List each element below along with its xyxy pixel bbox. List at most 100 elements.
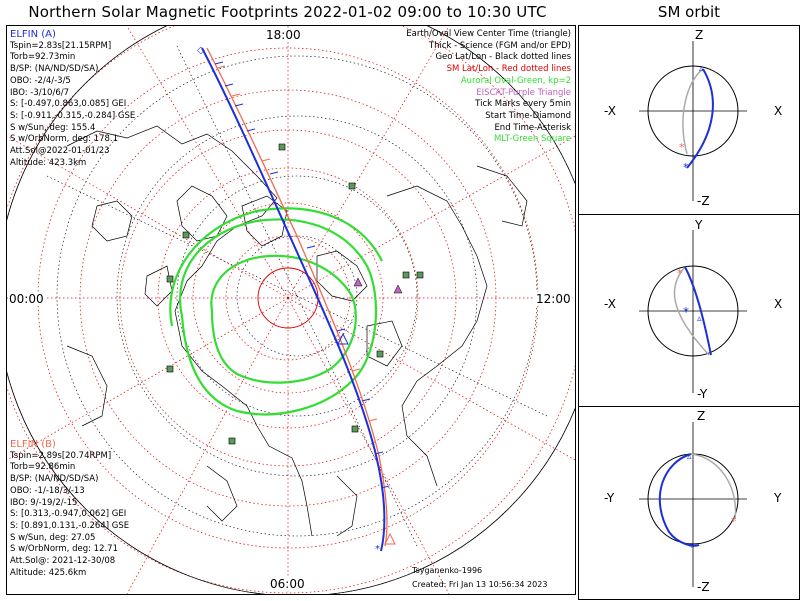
- elfin-b-line: Torb=92.86min: [10, 462, 76, 473]
- mlt-square: [166, 365, 174, 373]
- sm-orbit-panel-xz: ▵ * * Z -Z -X X: [578, 25, 800, 215]
- elfin-a-ticks: [214, 61, 390, 489]
- elfin-a-line: S: [-0.911,-0.315,-0.284] GSE: [10, 110, 136, 121]
- svg-text:*: *: [683, 161, 689, 174]
- elfin-a-line: IBO: -3/10/6/7: [10, 87, 69, 98]
- elfin-a-line: Altitude: 423.3km: [10, 157, 87, 168]
- sm-orbit-title: SM orbit: [657, 3, 721, 21]
- sm-grid: [7, 26, 575, 594]
- axis-label-top: Z: [697, 409, 706, 423]
- svg-text:*: *: [731, 515, 737, 528]
- elfin-a-line: Torb=92.73min: [10, 52, 76, 63]
- hour-label-right: 12:00: [535, 292, 572, 306]
- mlt-square: [376, 350, 384, 358]
- elfin-b-name: ELFIN (B): [10, 439, 56, 450]
- elfin-b-line: S: [0.313,-0.947,0.062] GEI: [10, 509, 127, 520]
- elfin-b-line: S: [0.891,0.131,-0.264] GSE: [10, 520, 130, 531]
- axis-label-right: X: [774, 104, 783, 118]
- coastlines: [66, 125, 528, 537]
- axis-label-left: -X: [604, 297, 616, 311]
- elfin-b-line: Att.Sol@: 2021-12-30/08: [10, 556, 116, 567]
- mlt-square: [351, 425, 359, 433]
- legend-item: End Time-Asterisk: [494, 122, 571, 133]
- elfin-a-line: S w/Sun, deg: 155.4: [10, 122, 96, 133]
- sm-orbit-panel-xy: * * ▵ Y -Y -X X: [578, 214, 800, 407]
- elfin-b-center-triangle: [384, 532, 396, 545]
- created-credit: Created: Fri Jan 13 10:56:34 2023: [412, 580, 548, 589]
- mlt-square: [416, 271, 424, 279]
- elfin-b-line: B/SP: (NA/ND/SD/SA): [10, 474, 99, 485]
- footprint-map: ◇ *: [7, 26, 575, 594]
- axis-label-right: Y: [774, 491, 782, 505]
- axis-label-right: X: [774, 297, 783, 311]
- elfin-b-line: S w/Sun, deg: 27.05: [10, 532, 96, 543]
- svg-text:*: *: [679, 141, 685, 154]
- axis-label-top: Y: [695, 218, 703, 232]
- axis-label-left: -Y: [604, 491, 615, 505]
- legend-item: SM Lat/Lon - Red dotted lines: [446, 64, 571, 75]
- legend-item: Tick Marks every 5min: [475, 99, 571, 110]
- mlt-square: [166, 275, 174, 283]
- hour-label-left: 00:00: [8, 292, 45, 306]
- elfin-a-name: ELFIN (A): [10, 29, 56, 40]
- elfin-a-start-diamond: ◇: [197, 45, 205, 56]
- legend-item: Auroral Oval-Green, kp=2: [460, 75, 571, 86]
- elfin-a-info: ELFIN (A) Tspin=2.83s[21.15RPM] Torb=92.…: [10, 29, 135, 169]
- mlt-square: [228, 437, 236, 445]
- mlt-square: [182, 231, 190, 239]
- elfin-b-line: IBO: 9/-19/2/-15: [10, 497, 78, 508]
- plot-title: Northern Solar Magnetic Footprints 2022-…: [28, 3, 547, 21]
- elfin-b-line: Altitude: 425.6km: [10, 567, 87, 578]
- axis-label-bottom: -Z: [697, 580, 710, 594]
- axis-label-left: -X: [604, 104, 616, 118]
- eiscat-triangle: [353, 277, 363, 287]
- legend-item: EISCAT-Purple Triangle: [476, 87, 571, 98]
- svg-text:▵: ▵: [687, 452, 692, 462]
- axis-label-bottom: -Z: [697, 194, 710, 208]
- elfin-a-track: ◇ *: [197, 45, 390, 555]
- legend-item: Earth/Oval View Center Time (triangle): [406, 29, 571, 39]
- legend-item: Thick - Science (FGM and/or EPD): [428, 40, 571, 51]
- elfin-b-line: OBO: -1/-18/3/-13: [10, 485, 85, 496]
- svg-text:*: *: [683, 305, 689, 319]
- map-grid: ◇ *: [7, 26, 575, 594]
- elfin-b-ticks: [216, 65, 378, 422]
- svg-text:▵: ▵: [697, 314, 702, 324]
- sm-orbit-panel-yz: ▵ * * Z -Z -Y Y: [578, 406, 800, 600]
- svg-text:▵: ▵: [699, 64, 704, 74]
- elfin-b-track: [206, 47, 396, 547]
- elfin-a-line: Att.Sol@2022-01-01/23: [10, 146, 110, 157]
- mlt-square: [402, 271, 410, 279]
- mlt-square: [348, 182, 356, 190]
- mlt-square: [278, 143, 286, 151]
- elfin-a-line: OBO: -2/4/-3/5: [10, 75, 71, 86]
- sm-orbit-yz-plot: ▵ * *: [639, 422, 747, 587]
- svg-text:*: *: [677, 267, 683, 280]
- svg-text:*: *: [689, 541, 695, 554]
- elfin-b-line: Tspin=2.89s[20.74RPM]: [10, 450, 112, 461]
- elfin-a-end-asterisk: *: [375, 544, 380, 555]
- auroral-oval: [169, 207, 383, 416]
- map-legend: Earth/Oval View Center Time (triangle) T…: [406, 29, 571, 146]
- elfin-a-center-triangle: [337, 332, 349, 345]
- elfin-b-info: ELFIN (B) Tspin=2.89s[20.74RPM] Torb=92.…: [10, 439, 129, 579]
- eiscat-triangle: [393, 284, 403, 294]
- footprint-map-panel: ◇ * 18:00 00:00 12:00 06:00 ELFIN (A) Ts…: [6, 25, 576, 595]
- legend-item: Start Time-Diamond: [485, 110, 571, 121]
- axis-label-top: Z: [695, 28, 704, 42]
- legend-item: MLT-Green Square: [493, 134, 571, 145]
- elfin-b-line: S w/OrbNorm, deg: 12.71: [10, 544, 119, 555]
- elfin-a-line: B/SP: (NA/ND/SD/SA): [10, 64, 99, 75]
- sm-orbit-xy-plot: * * ▵: [639, 230, 747, 393]
- mlt-squares: [166, 143, 424, 445]
- elfin-a-line: Tspin=2.83s[21.15RPM]: [10, 40, 112, 51]
- elfin-a-line: S w/OrbNorm, deg: 178.1: [10, 134, 119, 145]
- eiscat-triangles: [353, 277, 403, 294]
- model-credit: Tsyganenko-1996: [412, 566, 483, 575]
- legend-item: Geo Lat/Lon - Black dotted lines: [435, 52, 571, 63]
- elfin-a-line: S: [-0.497,0.863,0.085] GEI: [10, 99, 127, 110]
- hour-label-top: 18:00: [265, 28, 302, 42]
- sm-orbit-xz-plot: ▵ * *: [639, 41, 747, 201]
- hour-label-bottom: 06:00: [269, 577, 306, 591]
- axis-label-bottom: -Y: [697, 387, 708, 401]
